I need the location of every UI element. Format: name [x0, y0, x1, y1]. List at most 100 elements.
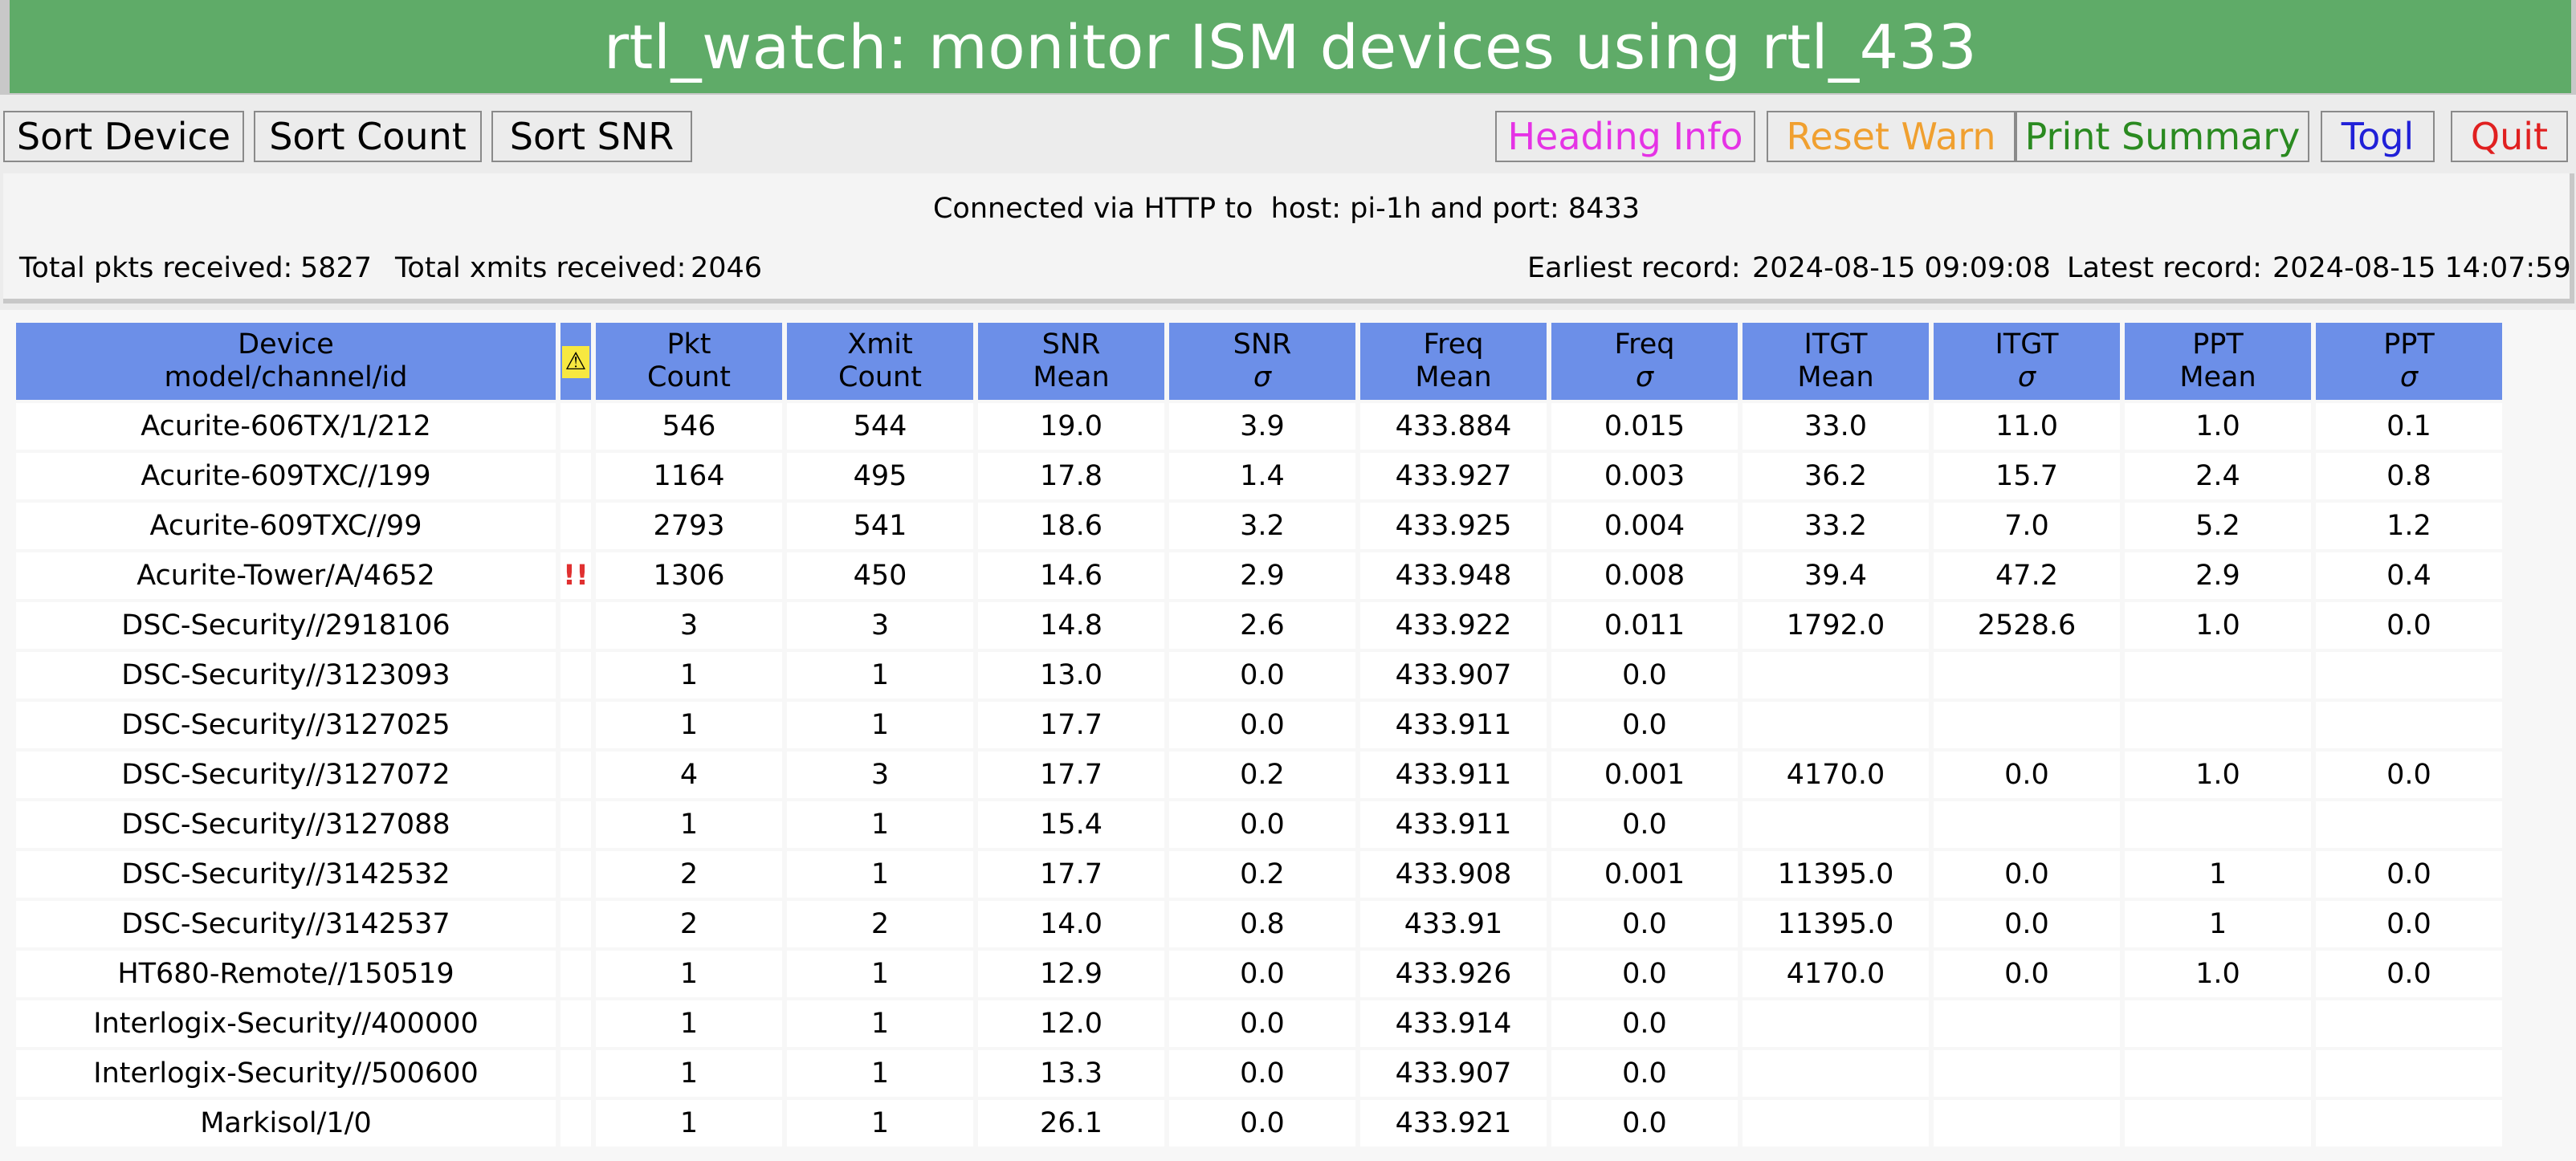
table-row[interactable]: Acurite-606TX/1/212 546 544 19.0 3.9 433.884 0…	[16, 403, 2502, 450]
cell-device: DSC-Security//3142537	[16, 901, 556, 947]
earliest-record-value: 2024-08-15 09:09:08	[1752, 252, 2051, 284]
cell-xmit-count: 541	[787, 503, 973, 549]
cell-freq-sigma: 0.001	[1551, 752, 1738, 798]
cell-itgt-sigma: 11.0	[1934, 403, 2120, 450]
column-header-line2: σ	[2399, 361, 2419, 393]
cell-freq-mean: 433.922	[1360, 602, 1547, 649]
cell-xmit-count: 1	[787, 702, 973, 748]
cell-snr-mean: 13.0	[978, 652, 1164, 699]
column-header-device[interactable]: Device model/channel/id	[16, 323, 556, 400]
table-row[interactable]: Interlogix-Security//400000 1 1 12.0 0.0 433.…	[16, 1000, 2502, 1047]
cell-warn	[560, 403, 591, 450]
column-header-ppt-mean[interactable]: PPT Mean	[2125, 323, 2311, 400]
table-row[interactable]: DSC-Security//3142537 2 2 14.0 0.8 433.91 0.0 1…	[16, 901, 2502, 947]
column-header-line1: Freq	[1423, 328, 1484, 361]
cell-freq-mean: 433.911	[1360, 801, 1547, 848]
sort-device-button[interactable]: Sort Device	[3, 111, 244, 162]
sort-snr-button[interactable]: Sort SNR	[491, 111, 692, 162]
togl-button[interactable]: Togl	[2321, 111, 2435, 162]
cell-device: Interlogix-Security//500600	[16, 1050, 556, 1097]
cell-itgt-sigma: 0.0	[1934, 901, 2120, 947]
cell-itgt-sigma: 7.0	[1934, 503, 2120, 549]
cell-warn	[560, 851, 591, 898]
cell-freq-mean: 433.948	[1360, 552, 1547, 599]
cell-itgt-mean: 36.2	[1742, 453, 1929, 499]
cell-itgt-sigma: 15.7	[1934, 453, 2120, 499]
column-header-snr-sigma[interactable]: SNR σ	[1169, 323, 1355, 400]
sort-count-button[interactable]: Sort Count	[254, 111, 482, 162]
column-header-line2: Mean	[1033, 361, 1110, 393]
cell-freq-sigma: 0.0	[1551, 1050, 1738, 1097]
cell-freq-sigma: 0.008	[1551, 552, 1738, 599]
reset-warn-button[interactable]: Reset Warn	[1767, 111, 2016, 162]
table-row[interactable]: DSC-Security//3127025 1 1 17.7 0.0 433.911 0.0	[16, 702, 2502, 748]
cell-itgt-sigma	[1934, 801, 2120, 848]
table-row[interactable]: Acurite-609TXC//99 2793 541 18.6 3.2 433.925 0…	[16, 503, 2502, 549]
quit-button[interactable]: Quit	[2451, 111, 2568, 162]
cell-itgt-sigma	[1934, 1000, 2120, 1047]
cell-device: Acurite-606TX/1/212	[16, 403, 556, 450]
cell-ppt-sigma: 0.0	[2316, 851, 2502, 898]
latest-record-value: 2024-08-15 14:07:59	[2272, 252, 2571, 284]
cell-snr-mean: 17.7	[978, 752, 1164, 798]
cell-itgt-mean: 33.0	[1742, 403, 1929, 450]
cell-device: HT680-Remote//150519	[16, 951, 556, 997]
table-row[interactable]: HT680-Remote//150519 1 1 12.9 0.0 433.926 0.0 4…	[16, 951, 2502, 997]
cell-pkt-count: 3	[596, 602, 782, 649]
device-table-area: Device model/channel/id ⚠ Pkt Count Xmit Count…	[0, 310, 2576, 1161]
cell-freq-sigma: 0.0	[1551, 1100, 1738, 1147]
cell-ppt-mean	[2125, 702, 2311, 748]
column-header-itgt-mean[interactable]: ITGT Mean	[1742, 323, 1929, 400]
cell-itgt-sigma: 0.0	[1934, 951, 2120, 997]
table-row[interactable]: DSC-Security//3127088 1 1 15.4 0.0 433.911 0.0	[16, 801, 2502, 848]
column-header-line2: σ	[1635, 361, 1654, 393]
table-row[interactable]: Interlogix-Security//500600 1 1 13.3 0.0 433.…	[16, 1050, 2502, 1097]
column-header-xmit-count[interactable]: Xmit Count	[787, 323, 973, 400]
column-header-line2: Count	[647, 361, 731, 393]
column-header-pkt-count[interactable]: Pkt Count	[596, 323, 782, 400]
column-header-itgt-sigma[interactable]: ITGT σ	[1934, 323, 2120, 400]
column-header-ppt-sigma[interactable]: PPT σ	[2316, 323, 2502, 400]
print-summary-button[interactable]: Print Summary	[2016, 111, 2309, 162]
cell-ppt-sigma: 0.0	[2316, 602, 2502, 649]
cell-ppt-mean: 1	[2125, 901, 2311, 947]
cell-freq-mean: 433.91	[1360, 901, 1547, 947]
column-header-freq-mean[interactable]: Freq Mean	[1360, 323, 1547, 400]
cell-ppt-sigma	[2316, 801, 2502, 848]
column-header-snr-mean[interactable]: SNR Mean	[978, 323, 1164, 400]
column-header-line2: σ	[1253, 361, 1272, 393]
table-row[interactable]: DSC-Security//2918106 3 3 14.8 2.6 433.922 0.0…	[16, 602, 2502, 649]
heading-info-button[interactable]: Heading Info	[1495, 111, 1755, 162]
cell-ppt-sigma: 0.4	[2316, 552, 2502, 599]
cell-snr-sigma: 3.2	[1169, 503, 1355, 549]
cell-pkt-count: 2	[596, 901, 782, 947]
table-row[interactable]: Acurite-609TXC//199 1164 495 17.8 1.4 433.927…	[16, 453, 2502, 499]
column-header-line2: σ	[2017, 361, 2036, 393]
cell-ppt-sigma	[2316, 1100, 2502, 1147]
column-header-line1: SNR	[1041, 328, 1101, 361]
cell-snr-sigma: 2.9	[1169, 552, 1355, 599]
table-row[interactable]: DSC-Security//3123093 1 1 13.0 0.0 433.907 0.0	[16, 652, 2502, 699]
cell-ppt-mean: 1.0	[2125, 403, 2311, 450]
device-table: Device model/channel/id ⚠ Pkt Count Xmit Count…	[11, 320, 2507, 1150]
cell-ppt-mean	[2125, 1000, 2311, 1047]
cell-pkt-count: 1	[596, 702, 782, 748]
table-row[interactable]: DSC-Security//3127072 4 3 17.7 0.2 433.911 0.0…	[16, 752, 2502, 798]
cell-itgt-sigma: 0.0	[1934, 851, 2120, 898]
cell-freq-sigma: 0.004	[1551, 503, 1738, 549]
column-header-warn[interactable]: ⚠	[560, 323, 591, 400]
cell-freq-sigma: 0.0	[1551, 951, 1738, 997]
column-header-freq-sigma[interactable]: Freq σ	[1551, 323, 1738, 400]
cell-pkt-count: 1306	[596, 552, 782, 599]
table-row[interactable]: Markisol/1/0 1 1 26.1 0.0 433.921 0.0	[16, 1100, 2502, 1147]
cell-itgt-mean	[1742, 1050, 1929, 1097]
cell-itgt-sigma	[1934, 702, 2120, 748]
cell-freq-sigma: 0.011	[1551, 602, 1738, 649]
cell-freq-sigma: 0.0	[1551, 1000, 1738, 1047]
cell-xmit-count: 1	[787, 652, 973, 699]
cell-device: DSC-Security//2918106	[16, 602, 556, 649]
cell-itgt-mean: 39.4	[1742, 552, 1929, 599]
cell-pkt-count: 4	[596, 752, 782, 798]
table-row[interactable]: DSC-Security//3142532 2 1 17.7 0.2 433.908 0.0…	[16, 851, 2502, 898]
table-row[interactable]: Acurite-Tower/A/4652!! 1306 450 14.6 2.9 433.…	[16, 552, 2502, 599]
